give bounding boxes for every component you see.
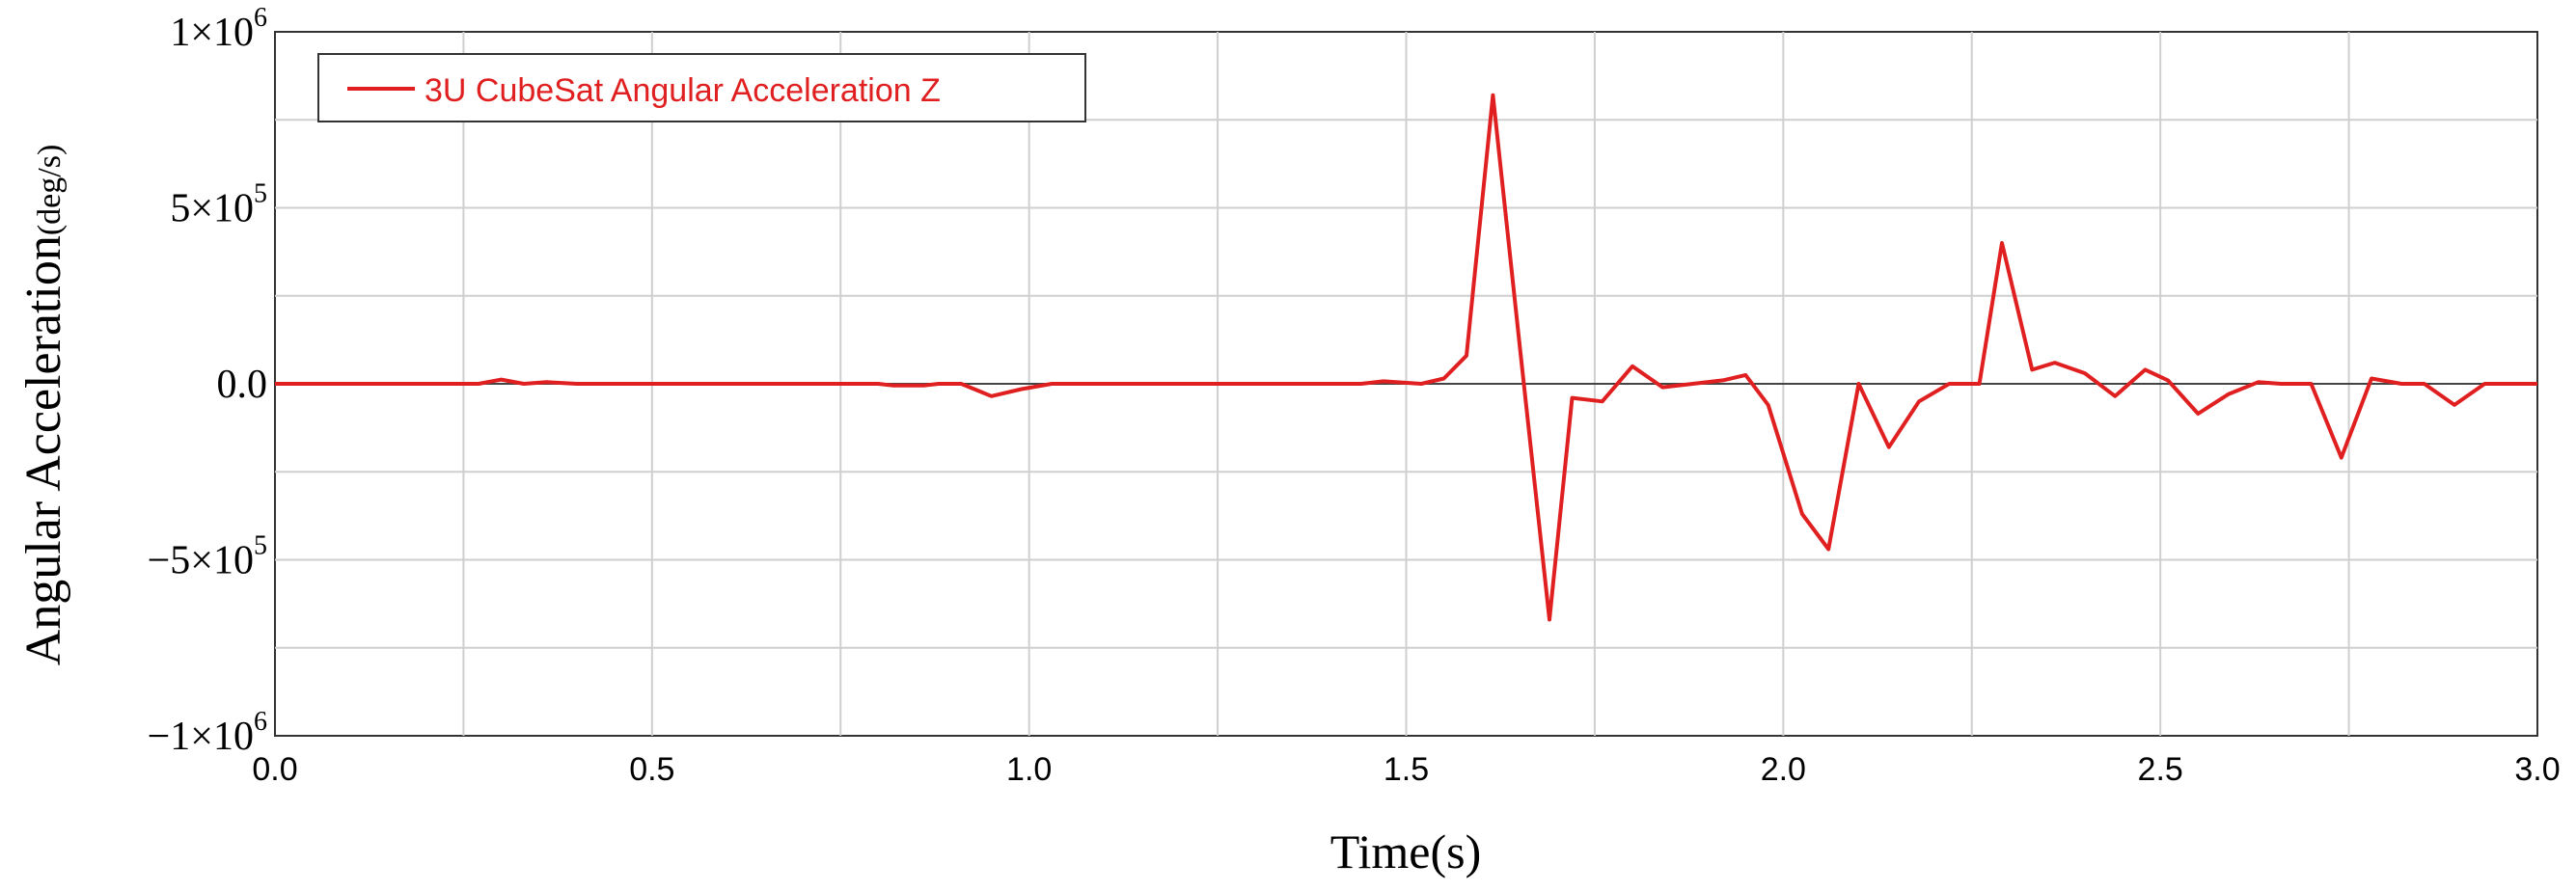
y-tick-exponent: 5 (254, 179, 267, 209)
series-line (275, 93, 2537, 622)
y-tick-mantissa: 0.0 (217, 363, 268, 407)
y-tick-label: −1×106 (148, 707, 267, 759)
y-tick-label: −5×105 (148, 531, 267, 583)
x-tick-label: 3.0 (2514, 751, 2560, 788)
y-axis-label: Angular Acceleration(deg/s) (16, 145, 71, 666)
y-tick-exponent: 6 (254, 707, 267, 737)
x-tick-label: 0.5 (629, 751, 674, 788)
y-tick-mantissa: 1×10 (170, 11, 254, 55)
y-tick-mantissa: −1×10 (148, 715, 254, 759)
y-tick-label: 0.0 (217, 363, 268, 407)
legend-box (317, 53, 1086, 122)
x-tick-labels: 0.0 0.5 1.0 1.5 2.0 2.5 3.0 (252, 751, 2560, 788)
y-axis-label-main: Angular Acceleration (16, 235, 71, 665)
legend-label: 3U CubeSat Angular Acceleration Z (425, 72, 941, 109)
y-tick-mantissa: −5×10 (148, 539, 254, 583)
x-tick-label: 0.0 (252, 751, 297, 788)
x-tick-label: 2.5 (2138, 751, 2183, 788)
x-tick-label: 2.0 (1761, 751, 1806, 788)
y-tick-label: 5×105 (170, 179, 267, 231)
y-tick-exponent: 5 (254, 531, 267, 561)
y-tick-label: 1×106 (170, 3, 267, 55)
x-tick-label: 1.0 (1006, 751, 1052, 788)
legend: 3U CubeSat Angular Acceleration Z (317, 53, 1086, 122)
y-axis-label-unit: (deg/s) (32, 145, 68, 235)
y-tick-exponent: 6 (254, 3, 267, 33)
x-tick-label: 1.5 (1384, 751, 1429, 788)
y-tick-mantissa: 5×10 (170, 187, 254, 231)
x-axis-label: Time(s) (1330, 824, 1482, 878)
